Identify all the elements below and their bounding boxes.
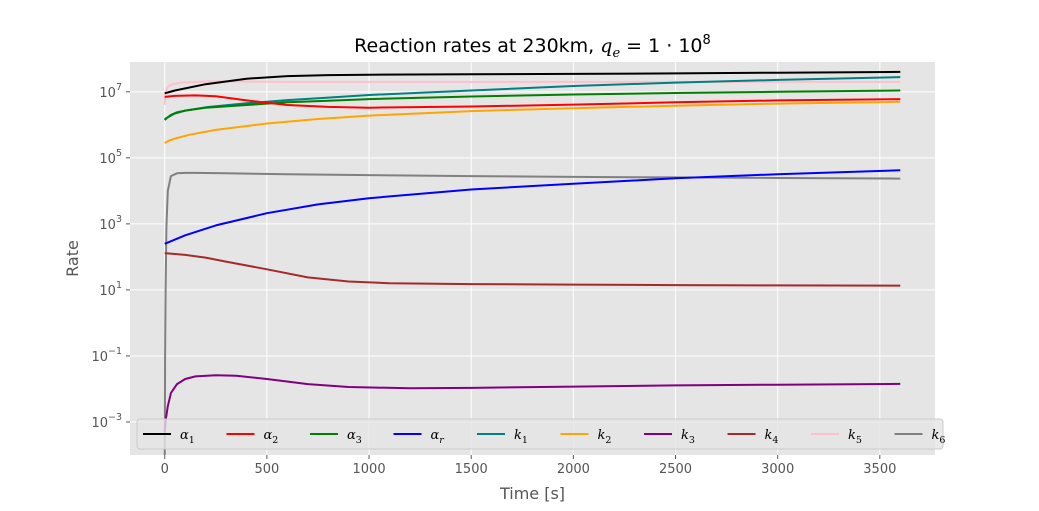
y-tick-label: 101 <box>99 280 122 299</box>
legend-label-α3: α3 <box>347 428 362 446</box>
series-line-k4 <box>164 252 901 287</box>
legend-label-k5: k5 <box>848 428 862 446</box>
series-lines <box>163 70 901 455</box>
chart-title: Reaction rates at 230km, qe = 1 · 108 <box>354 33 711 61</box>
x-tick-label: 500 <box>254 462 279 477</box>
x-tick-label: 3000 <box>761 462 794 477</box>
legend-label-k4: k4 <box>765 428 779 446</box>
x-tick-label: 1000 <box>353 462 386 477</box>
legend-label-k1: k1 <box>514 428 528 446</box>
series-line-α2 <box>164 94 901 109</box>
legend-label-αr: αr <box>431 428 446 446</box>
title-variable: q <box>600 35 612 57</box>
x-tick-label: 1500 <box>455 462 488 477</box>
plot-area: 0 500 1000 1500 2000 2500 3000 3500 10−3 10−1 101 1… <box>91 62 935 477</box>
x-tick-label: 2500 <box>659 462 692 477</box>
series-line-αr <box>164 169 901 245</box>
series-line-k6 <box>163 171 901 455</box>
legend-label-k6: k6 <box>932 428 946 446</box>
y-tick-label: 10−1 <box>91 346 122 365</box>
y-tick-label: 103 <box>99 214 122 233</box>
chart-title-text: Reaction rates at 230km, qe = 1 · 108 <box>354 33 711 61</box>
series-line-k2 <box>164 100 901 144</box>
title-subscript: e <box>612 46 620 61</box>
series-line-α1 <box>164 70 901 95</box>
x-tick-label: 3500 <box>863 462 896 477</box>
x-tick-label: 2000 <box>557 462 590 477</box>
legend: α1 α2 α3 αr k1 k2 k3 k4 k5 k6 <box>136 418 946 450</box>
legend-label-α2: α2 <box>264 428 279 446</box>
y-tick-label: 10−3 <box>91 412 122 431</box>
axes-background <box>130 62 935 455</box>
y-tick-label: 105 <box>99 148 122 167</box>
legend-box <box>136 418 944 450</box>
title-exponent: 8 <box>703 33 711 48</box>
x-axis-label: Time [s] <box>499 484 565 503</box>
y-axis-label: Rate <box>63 240 82 277</box>
y-tick-label: 107 <box>99 82 122 101</box>
legend-label-k3: k3 <box>681 428 695 446</box>
x-tick-label: 0 <box>161 462 169 477</box>
legend-label-k2: k2 <box>598 428 612 446</box>
series-line-α3 <box>164 89 901 121</box>
title-prefix: Reaction rates at 230km, <box>354 35 600 57</box>
series-line-k3 <box>163 374 901 432</box>
legend-label-α1: α1 <box>180 428 195 446</box>
title-equation: = 1 · 10 <box>620 35 702 57</box>
